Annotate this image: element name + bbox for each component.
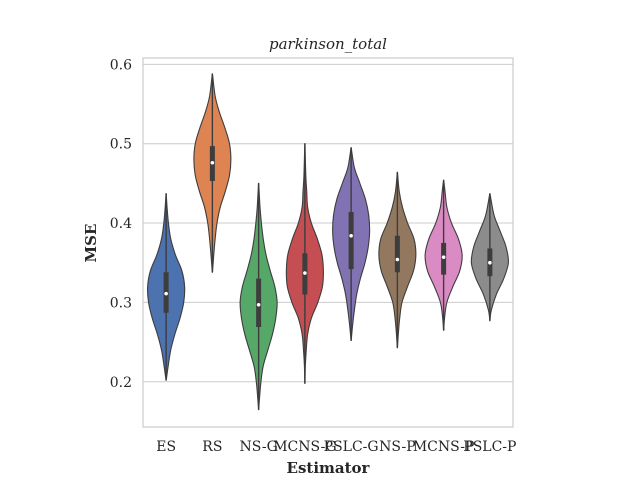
x-tick-label: NS-P xyxy=(379,439,416,455)
chart-title: parkinson_total xyxy=(269,35,387,53)
violin-median-dot xyxy=(256,302,261,307)
grid-lines xyxy=(143,63,513,383)
x-tick-label: PSLC-G xyxy=(324,439,379,455)
violin-median-dot xyxy=(441,255,446,259)
y-tick-labels: 0.2 0.3 0.4 0.5 0.6 xyxy=(110,57,132,390)
x-tick-label: NS-G xyxy=(239,439,277,455)
y-tick-label: 0.5 xyxy=(110,137,132,153)
violin-median-dot xyxy=(164,291,168,296)
y-axis-label: MSE xyxy=(82,224,100,263)
y-tick-label: 0.6 xyxy=(110,57,132,73)
violins xyxy=(146,73,509,411)
violin-median-dot xyxy=(395,257,400,262)
y-tick-label: 0.2 xyxy=(110,375,132,391)
x-tick-label: MCNS-P xyxy=(413,439,475,455)
x-tick-label: RS xyxy=(202,439,222,455)
x-axis-label: Estimator xyxy=(287,459,371,477)
violin-median-dot xyxy=(210,160,215,165)
violin-median-dot xyxy=(303,271,307,275)
violin-median-dot xyxy=(349,233,353,238)
y-tick-label: 0.3 xyxy=(110,295,132,311)
y-tick-label: 0.4 xyxy=(110,216,132,232)
plot-frame xyxy=(142,57,514,428)
x-tick-label: MCNS-G xyxy=(273,439,336,455)
x-tick-label: PSLC-P xyxy=(463,439,516,455)
violin-median-dot xyxy=(488,260,492,265)
x-tick-label: ES xyxy=(156,439,176,455)
